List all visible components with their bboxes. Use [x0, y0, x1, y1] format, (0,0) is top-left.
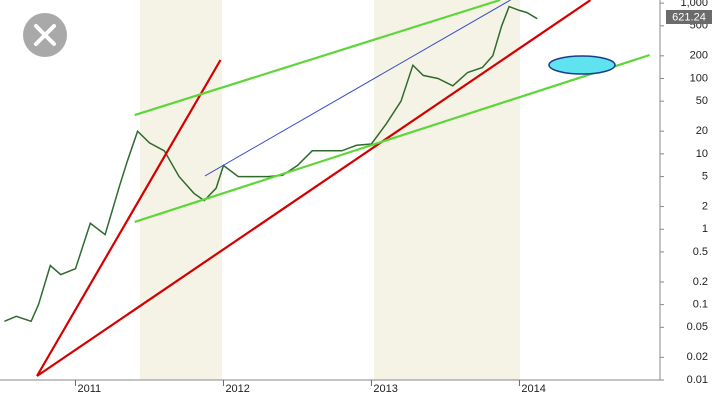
y-tick-label: 0.02: [687, 351, 708, 363]
x-tick-label: 2012: [225, 383, 249, 395]
trend-line: [36, 0, 592, 377]
annotation-ellipse: [548, 55, 616, 75]
y-tick-label: 10: [696, 148, 708, 160]
y-tick-label: 50: [696, 95, 708, 107]
period-band: [374, 0, 520, 380]
trend-line: [134, 53, 650, 223]
close-icon[interactable]: [34, 24, 56, 46]
y-tick-label: 0.5: [693, 246, 708, 258]
x-tick-label: 2013: [373, 383, 397, 395]
x-tick-label: 2014: [521, 383, 545, 395]
y-tick-label: 200: [690, 50, 708, 62]
y-tick-label: 1,000: [680, 0, 708, 9]
y-tick-label: 1: [702, 223, 708, 235]
trend-line: [134, 0, 501, 117]
y-tick-label: 2: [702, 200, 708, 212]
price-label: 621.24: [672, 11, 706, 23]
plot: 0.010.020.050.10.20.51251020501002005001…: [4, 0, 708, 395]
y-tick-label: 0.01: [687, 374, 708, 386]
trend-line: [204, 0, 511, 177]
y-tick-label: 20: [696, 125, 708, 137]
x-tick-label: 2011: [77, 383, 101, 395]
y-tick-label: 100: [690, 72, 708, 84]
y-tick-label: 5: [702, 170, 708, 182]
y-tick-label: 0.2: [693, 276, 708, 288]
period-band: [140, 0, 222, 380]
price-tag: [666, 10, 712, 24]
trend-line: [36, 59, 222, 377]
y-tick-label: 0.05: [687, 321, 708, 333]
close-button[interactable]: [23, 13, 67, 57]
price-line: [4, 5, 538, 323]
y-tick-label: 0.1: [693, 299, 708, 311]
